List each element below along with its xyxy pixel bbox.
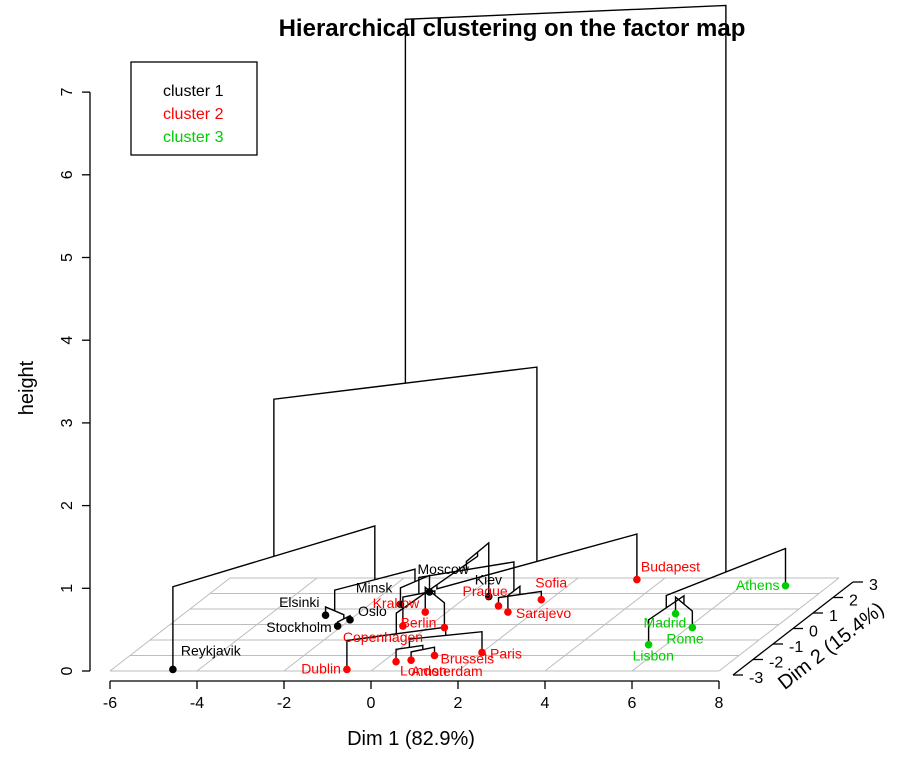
legend-item-cluster-1: cluster 1 <box>163 83 224 100</box>
x-tick-label: -6 <box>103 695 117 712</box>
x-tick-label: -2 <box>277 695 291 712</box>
point-paris <box>478 648 486 657</box>
point-label-brussels: Brussels <box>441 651 495 667</box>
point-prague <box>494 602 503 610</box>
branch-sarajevo <box>507 584 521 613</box>
y-tick-label: 1 <box>829 608 838 625</box>
x-tick-label: 0 <box>367 695 376 712</box>
point-label-athens: Athens <box>736 577 780 593</box>
y-tick-label: -3 <box>749 670 763 687</box>
legend: cluster 1 cluster 2 cluster 3 <box>130 61 258 156</box>
point-oslo <box>346 616 354 624</box>
z-tick-label: 4 <box>59 336 76 345</box>
point-label-elsinki: Elsinki <box>279 594 319 610</box>
point-label-sofia: Sofia <box>535 575 567 591</box>
point-label-dublin: Dublin <box>301 660 341 676</box>
point-label-madrid: Madrid <box>644 615 687 631</box>
point-label-kiev: Kiev <box>475 572 502 588</box>
y-tick-label: 2 <box>849 593 858 610</box>
grid-line <box>283 577 405 672</box>
grid-line <box>370 577 492 672</box>
point-kiev <box>484 592 493 601</box>
z-tick-label: 0 <box>59 666 76 675</box>
point-label-minsk: Minsk <box>356 579 394 595</box>
point-rome <box>688 623 697 632</box>
point-moscow <box>425 588 434 596</box>
point-london <box>392 657 400 666</box>
point-amsterdam <box>407 656 415 664</box>
y-tick-label: -2 <box>769 655 783 672</box>
x-axis-label: Dim 1 (82.9%) <box>347 728 475 750</box>
x-tick-label: 6 <box>628 695 637 712</box>
point-athens <box>781 581 790 590</box>
grid-line <box>109 577 231 672</box>
z-tick-label: 5 <box>59 253 76 262</box>
point-label-paris: Paris <box>490 645 522 661</box>
point-madrid <box>671 609 680 618</box>
z-tick-label: 2 <box>59 501 76 510</box>
point-sofia <box>537 595 546 604</box>
data-points: Reykjavik Stockholm Oslo Elsinki Minsk Moscow… <box>169 559 790 679</box>
point-label-london: London <box>400 663 447 679</box>
z-tick-label: 7 <box>59 88 76 97</box>
point-label-reykjavik: Reykjavik <box>181 642 242 658</box>
point-lisbon <box>644 640 653 649</box>
legend-item-cluster-3: cluster 3 <box>163 129 224 146</box>
legend-item-cluster-2: cluster 2 <box>163 106 224 123</box>
point-label-berlin: Berlin <box>401 615 437 631</box>
z-tick-label: 1 <box>59 584 76 593</box>
grid-line <box>457 577 579 672</box>
x-tick-label: -4 <box>190 695 204 712</box>
point-reykjavik <box>169 665 177 674</box>
branch-cluster1-cluster2 <box>273 366 538 562</box>
point-label-moscow: Moscow <box>418 561 470 577</box>
z-tick-label: 3 <box>59 418 76 427</box>
y-tick-label: 3 <box>869 577 878 594</box>
point-elsinki <box>321 611 330 619</box>
point-label-stockholm: Stockholm <box>266 619 331 635</box>
grid-line <box>544 577 666 672</box>
point-krakow <box>421 608 430 616</box>
point-budapest <box>633 575 641 584</box>
y-tick-label: -1 <box>789 639 803 656</box>
point-stockholm <box>333 622 342 630</box>
point-brussels <box>430 651 439 660</box>
legend-box <box>130 61 258 156</box>
point-label-rome: Rome <box>666 631 704 647</box>
grid-line <box>718 577 840 672</box>
chart-title: Hierarchical clustering on the factor ma… <box>279 15 746 42</box>
point-label-oslo: Oslo <box>358 603 387 619</box>
dendrogram-branches <box>172 4 787 670</box>
point-label-sarajevo: Sarajevo <box>516 605 571 621</box>
point-copenhagen <box>399 622 407 630</box>
point-label-copenhagen: Copenhagen <box>343 629 423 645</box>
x-tick-label: 8 <box>715 695 724 712</box>
z-axis: 0 1 2 3 4 5 6 7 <box>59 88 91 675</box>
grid-line <box>196 577 318 672</box>
point-label-krakow: Krakow <box>373 595 421 611</box>
x-axis: -6 -4 -2 0 2 4 6 8 <box>103 680 724 712</box>
point-label-lisbon: Lisbon <box>633 648 674 664</box>
point-minsk <box>396 600 405 609</box>
point-label-prague: Prague <box>463 583 508 599</box>
point-berlin <box>440 623 449 632</box>
point-sarajevo <box>504 608 512 616</box>
branch-root <box>404 4 727 572</box>
x-tick-label: 2 <box>454 695 463 712</box>
point-label-amsterdam: Amsterdam <box>411 663 483 679</box>
x-tick-label: 4 <box>541 695 550 712</box>
point-dublin <box>343 665 351 674</box>
z-axis-label: height <box>16 360 38 415</box>
z-tick-label: 6 <box>59 170 76 179</box>
y-tick-label: 0 <box>809 624 818 641</box>
point-label-budapest: Budapest <box>641 559 700 575</box>
